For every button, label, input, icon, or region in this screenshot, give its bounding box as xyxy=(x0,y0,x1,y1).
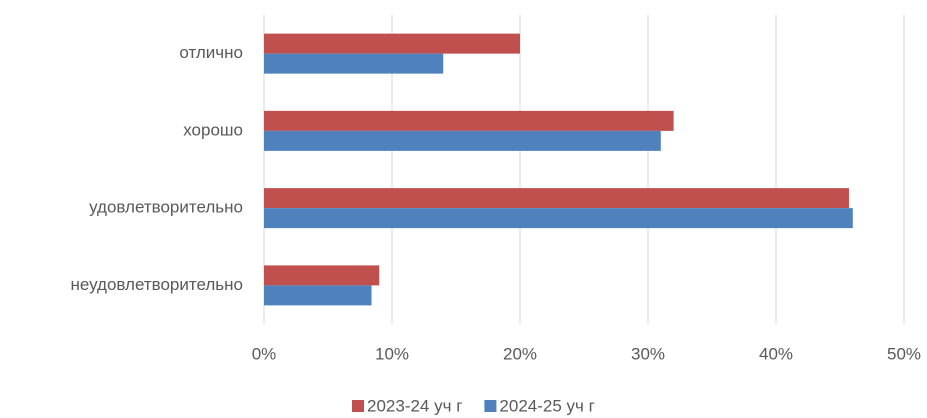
bar xyxy=(264,110,674,131)
legend-swatch xyxy=(352,400,364,412)
y-tick-label: удовлетворительно xyxy=(89,198,243,217)
x-tick-label: 20% xyxy=(503,344,537,363)
x-tick-label: 30% xyxy=(631,344,665,363)
bar xyxy=(264,208,853,229)
x-tick-label: 0% xyxy=(252,344,277,363)
bar xyxy=(264,265,380,286)
bar xyxy=(264,285,372,306)
y-tick-label: неудовлетворительно xyxy=(70,275,243,294)
y-tick-label: хорошо xyxy=(183,120,243,139)
legend-label: 2023-24 уч г xyxy=(367,396,462,415)
x-tick-label: 50% xyxy=(887,344,921,363)
x-tick-label: 40% xyxy=(759,344,793,363)
x-tick-label: 10% xyxy=(375,344,409,363)
bar xyxy=(264,33,520,54)
legend-label: 2024-25 уч г xyxy=(499,396,594,415)
bar xyxy=(264,130,661,151)
bar xyxy=(264,53,444,74)
y-tick-label: отлично xyxy=(179,43,243,62)
legend-swatch xyxy=(484,400,497,412)
bar xyxy=(264,188,849,209)
